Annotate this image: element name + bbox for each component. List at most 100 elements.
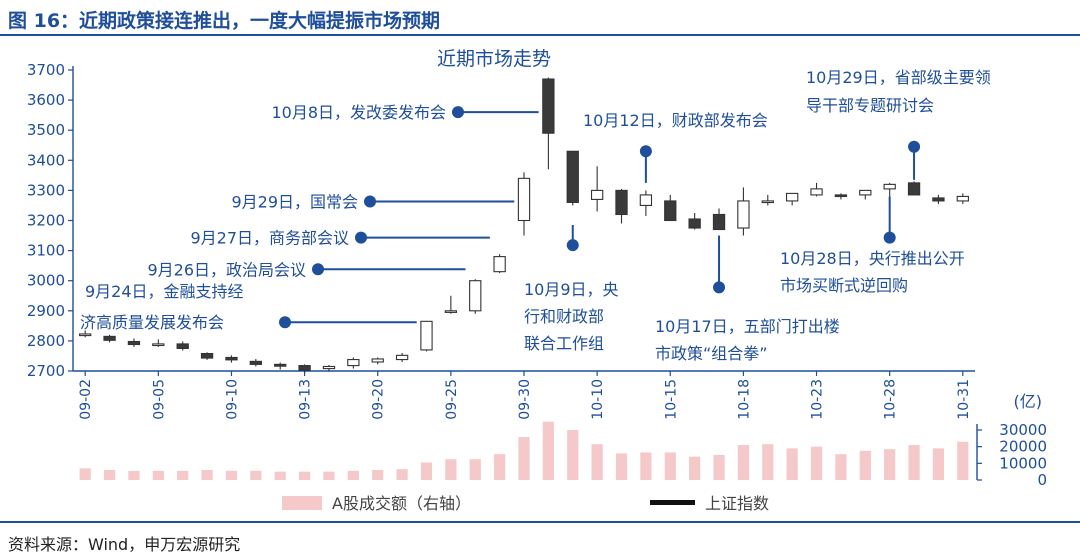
volume-bar xyxy=(884,449,896,480)
x-tick-label: 10-31 xyxy=(956,379,972,420)
candle-body xyxy=(639,194,653,206)
y-tick-label-right: 20000 xyxy=(999,438,1047,456)
annotation-marker xyxy=(883,231,896,244)
volume-bar xyxy=(567,430,579,480)
volume-bar xyxy=(469,459,481,480)
annotation-text: 10月8日，发改委发布会 xyxy=(271,103,446,122)
candle-body xyxy=(664,200,677,222)
volume-bar xyxy=(615,453,628,480)
candle-body xyxy=(249,360,262,365)
volume-bar xyxy=(664,452,676,480)
annotation-text: 市政策“组合拳” xyxy=(655,344,768,363)
candle-body xyxy=(883,183,896,190)
annotation-marker xyxy=(312,263,324,276)
candle-body xyxy=(176,343,189,349)
candle-body xyxy=(859,189,872,196)
volume-bar xyxy=(810,446,823,480)
volume-bar xyxy=(323,471,335,480)
y-tick-label-left: 2700 xyxy=(27,362,65,380)
volume-bar xyxy=(128,470,140,480)
annotation-text: 市场买断式逆回购 xyxy=(780,276,908,295)
candle-body xyxy=(79,333,92,337)
legend-index-swatch xyxy=(650,500,695,505)
volume-bar xyxy=(152,470,164,480)
candle-body xyxy=(395,354,409,361)
candle-body xyxy=(225,356,238,361)
volume-bar xyxy=(250,470,262,480)
annotation-marker xyxy=(639,145,652,158)
y-tick-label-left: 3400 xyxy=(27,151,65,169)
x-tick-label: 10-28 xyxy=(883,379,899,420)
annotation-marker xyxy=(908,140,921,153)
annotation-text: 9月27日，商务部会议 xyxy=(190,229,349,248)
candle-body xyxy=(615,189,628,216)
volume-bar xyxy=(177,470,189,480)
annotation-marker xyxy=(355,231,367,244)
annotation-text: 9月24日，金融支持经 xyxy=(85,282,244,301)
candle-body xyxy=(420,320,433,351)
annotation-text: 10月17日，五部门打出楼 xyxy=(655,317,840,336)
volume-bar xyxy=(786,448,798,480)
figure-title: 图 16：近期政策接连推出，一度大幅提振市场预期 xyxy=(8,10,441,32)
volume-bar xyxy=(445,459,457,480)
candle-body xyxy=(907,182,921,196)
y-tick-label-left: 3100 xyxy=(27,242,65,260)
candle-body xyxy=(590,189,604,200)
volume-bar xyxy=(932,448,945,480)
volume-bar xyxy=(835,454,847,480)
candle-body xyxy=(274,363,287,367)
annotation-text: 联合工作组 xyxy=(524,334,604,353)
x-tick-label: 09-30 xyxy=(517,379,533,420)
volume-bar xyxy=(298,471,311,480)
x-tick-label: 09-13 xyxy=(298,379,314,420)
volume-bar xyxy=(79,468,91,480)
annotation-text: 10月12日，财政部发布会 xyxy=(583,111,768,130)
candlestick-volume-chart: 近期市场走势 2700 2800 2900 3000 3100 3200 3300 3400 35… xyxy=(27,48,1047,513)
y-tick-label-left: 3000 xyxy=(27,272,65,290)
y-tick-label-left: 3500 xyxy=(27,121,65,139)
candle-body xyxy=(103,335,116,341)
volume-bar xyxy=(494,454,506,480)
candle-body xyxy=(200,352,214,359)
volume-bar xyxy=(640,452,652,480)
legend-volume-label: A股成交额（右轴） xyxy=(332,494,471,513)
candle-body xyxy=(127,340,141,346)
candle-body xyxy=(493,256,506,273)
x-tick-label: 09-02 xyxy=(78,379,94,420)
y-axis-right-unit: (亿) xyxy=(1014,392,1043,411)
volume-bar xyxy=(591,444,603,480)
annotation-text: 9月29日，国常会 xyxy=(231,193,358,212)
candle-body xyxy=(688,218,701,229)
volume-bar xyxy=(518,437,530,480)
volume-bar xyxy=(225,470,238,480)
volume-bar xyxy=(201,470,213,480)
annotation-text: 10月9日，央 xyxy=(524,280,619,299)
x-tick-label: 09-10 xyxy=(224,379,240,420)
volume-bar xyxy=(347,470,359,480)
volume-bar xyxy=(103,470,116,480)
volume-bar xyxy=(762,444,774,480)
x-tick-label: 09-20 xyxy=(371,379,387,420)
legend-index-label: 上证指数 xyxy=(705,494,769,513)
annotation-marker xyxy=(364,195,376,208)
annotation-marker xyxy=(452,106,464,119)
volume-bar xyxy=(396,469,408,480)
legend-volume-swatch xyxy=(282,496,322,510)
candle-body xyxy=(542,78,555,134)
candle-body xyxy=(444,310,458,313)
candle-body xyxy=(786,192,799,202)
volume-bar xyxy=(859,450,871,480)
x-tick-label: 09-25 xyxy=(444,379,460,420)
y-tick-label-right: 30000 xyxy=(999,421,1047,439)
y-tick-label-left: 3600 xyxy=(27,91,65,109)
candle-body xyxy=(371,358,384,363)
y-tick-label-left: 2800 xyxy=(27,332,65,350)
volume-bar xyxy=(274,471,286,480)
annotation-marker xyxy=(279,316,291,329)
y-tick-label-left: 2900 xyxy=(27,302,65,320)
volume-bar xyxy=(908,445,920,480)
candle-body xyxy=(517,177,531,222)
chart-title: 近期市场走势 xyxy=(437,48,551,70)
footer-divider xyxy=(0,521,1080,523)
